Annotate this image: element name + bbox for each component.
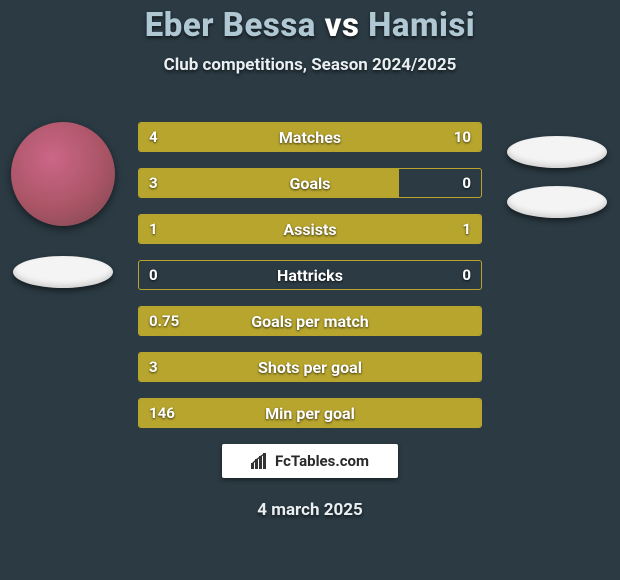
stat-row: 146Min per goal xyxy=(138,398,482,428)
stat-row: 3Goals0 xyxy=(138,168,482,198)
subtitle: Club competitions, Season 2024/2025 xyxy=(0,55,620,75)
player1-column xyxy=(8,122,118,288)
brand-text: FcTables.com xyxy=(275,452,369,470)
player1-name: Eber Bessa xyxy=(145,6,316,45)
stat-fill-left xyxy=(139,307,481,335)
stat-fill-left xyxy=(139,123,237,151)
stat-value-left: 0 xyxy=(149,261,158,289)
player1-avatar xyxy=(11,122,115,226)
stat-label: Hattricks xyxy=(139,261,481,289)
player2-column xyxy=(502,120,612,218)
stat-value-right: 0 xyxy=(462,261,471,289)
stat-row: 4Matches10 xyxy=(138,122,482,152)
date: 4 march 2025 xyxy=(0,500,620,520)
player1-flag xyxy=(13,256,113,288)
stat-row: 3Shots per goal xyxy=(138,352,482,382)
bar-chart-icon xyxy=(251,453,269,469)
stat-row: 0Hattricks0 xyxy=(138,260,482,290)
stat-fill-left xyxy=(139,399,481,427)
stat-fill-right xyxy=(310,215,481,243)
player2-flag-2 xyxy=(507,186,607,218)
stat-value-right: 0 xyxy=(462,169,471,197)
stat-row: 1Assists1 xyxy=(138,214,482,244)
page-title: Eber Bessa vs Hamisi xyxy=(0,0,620,45)
stat-row: 0.75Goals per match xyxy=(138,306,482,336)
title-vs: vs xyxy=(325,6,360,45)
stat-fill-right xyxy=(237,123,481,151)
player2-name: Hamisi xyxy=(368,6,475,45)
stats-bars: 4Matches103Goals01Assists10Hattricks00.7… xyxy=(138,122,482,428)
brand-badge: FcTables.com xyxy=(222,444,398,478)
stat-fill-left xyxy=(139,353,481,381)
player2-flag-1 xyxy=(507,136,607,168)
stat-fill-left xyxy=(139,215,310,243)
stat-fill-left xyxy=(139,169,399,197)
